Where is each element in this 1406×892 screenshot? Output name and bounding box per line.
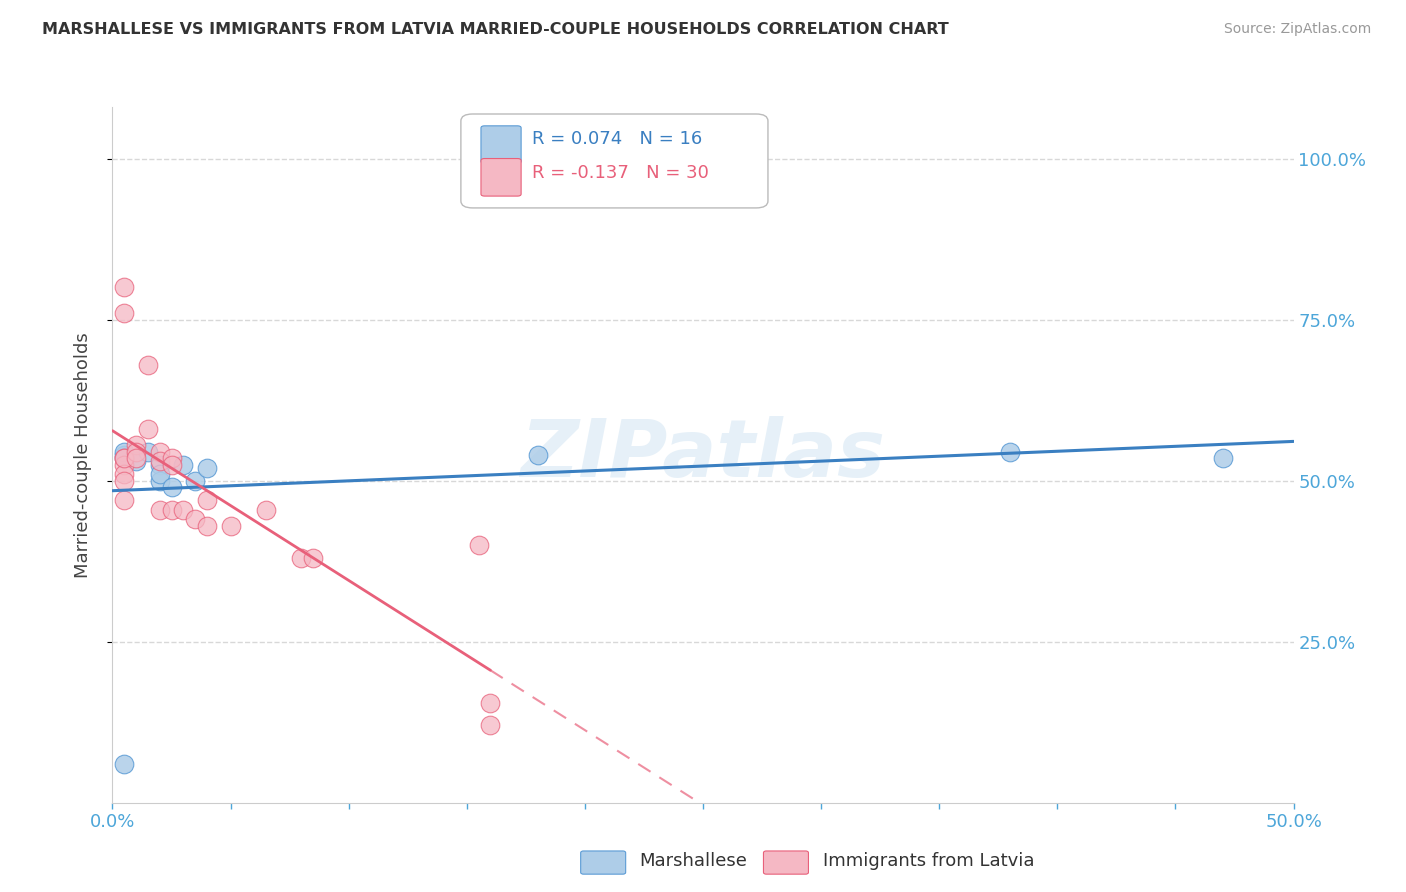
Y-axis label: Married-couple Households: Married-couple Households xyxy=(73,332,91,578)
Point xyxy=(149,458,172,472)
Point xyxy=(136,358,159,372)
Point xyxy=(112,757,135,772)
Point xyxy=(160,458,183,472)
FancyBboxPatch shape xyxy=(461,114,768,208)
Point xyxy=(112,280,135,294)
Point xyxy=(172,458,194,472)
Point xyxy=(112,451,135,466)
Point xyxy=(467,538,489,552)
Point xyxy=(136,444,159,458)
Point xyxy=(526,448,548,462)
Point xyxy=(195,493,218,508)
Point xyxy=(254,502,277,516)
Point xyxy=(160,502,183,516)
Point xyxy=(184,474,207,488)
Point xyxy=(219,518,242,533)
Point xyxy=(149,444,172,458)
Point xyxy=(195,518,218,533)
Point xyxy=(479,696,502,710)
Point xyxy=(112,451,135,466)
Point xyxy=(112,448,135,462)
Point xyxy=(125,454,148,468)
Point xyxy=(149,467,172,482)
Point xyxy=(160,451,183,466)
Text: R = 0.074   N = 16: R = 0.074 N = 16 xyxy=(531,130,702,148)
Text: MARSHALLESE VS IMMIGRANTS FROM LATVIA MARRIED-COUPLE HOUSEHOLDS CORRELATION CHAR: MARSHALLESE VS IMMIGRANTS FROM LATVIA MA… xyxy=(42,22,949,37)
Point xyxy=(149,474,172,488)
Point xyxy=(112,306,135,320)
Text: ZIPatlas: ZIPatlas xyxy=(520,416,886,494)
Point xyxy=(112,451,135,466)
Text: Immigrants from Latvia: Immigrants from Latvia xyxy=(823,852,1033,870)
Point xyxy=(112,458,135,472)
Point xyxy=(160,480,183,494)
Point xyxy=(302,551,325,566)
Point xyxy=(125,438,148,452)
Point xyxy=(1212,451,1234,466)
FancyBboxPatch shape xyxy=(481,159,522,196)
Point xyxy=(998,444,1021,458)
Text: Marshallese: Marshallese xyxy=(640,852,748,870)
Point xyxy=(112,467,135,482)
Point xyxy=(112,444,135,458)
Point xyxy=(184,512,207,526)
Point xyxy=(172,502,194,516)
Text: Source: ZipAtlas.com: Source: ZipAtlas.com xyxy=(1223,22,1371,37)
Point xyxy=(112,474,135,488)
Point xyxy=(125,451,148,466)
Point xyxy=(149,454,172,468)
Point xyxy=(112,493,135,508)
FancyBboxPatch shape xyxy=(481,126,522,163)
Point xyxy=(149,502,172,516)
Point xyxy=(136,422,159,436)
Text: R = -0.137   N = 30: R = -0.137 N = 30 xyxy=(531,164,709,182)
Point xyxy=(290,551,312,566)
Point xyxy=(125,444,148,458)
Point xyxy=(479,718,502,732)
Point xyxy=(195,460,218,475)
